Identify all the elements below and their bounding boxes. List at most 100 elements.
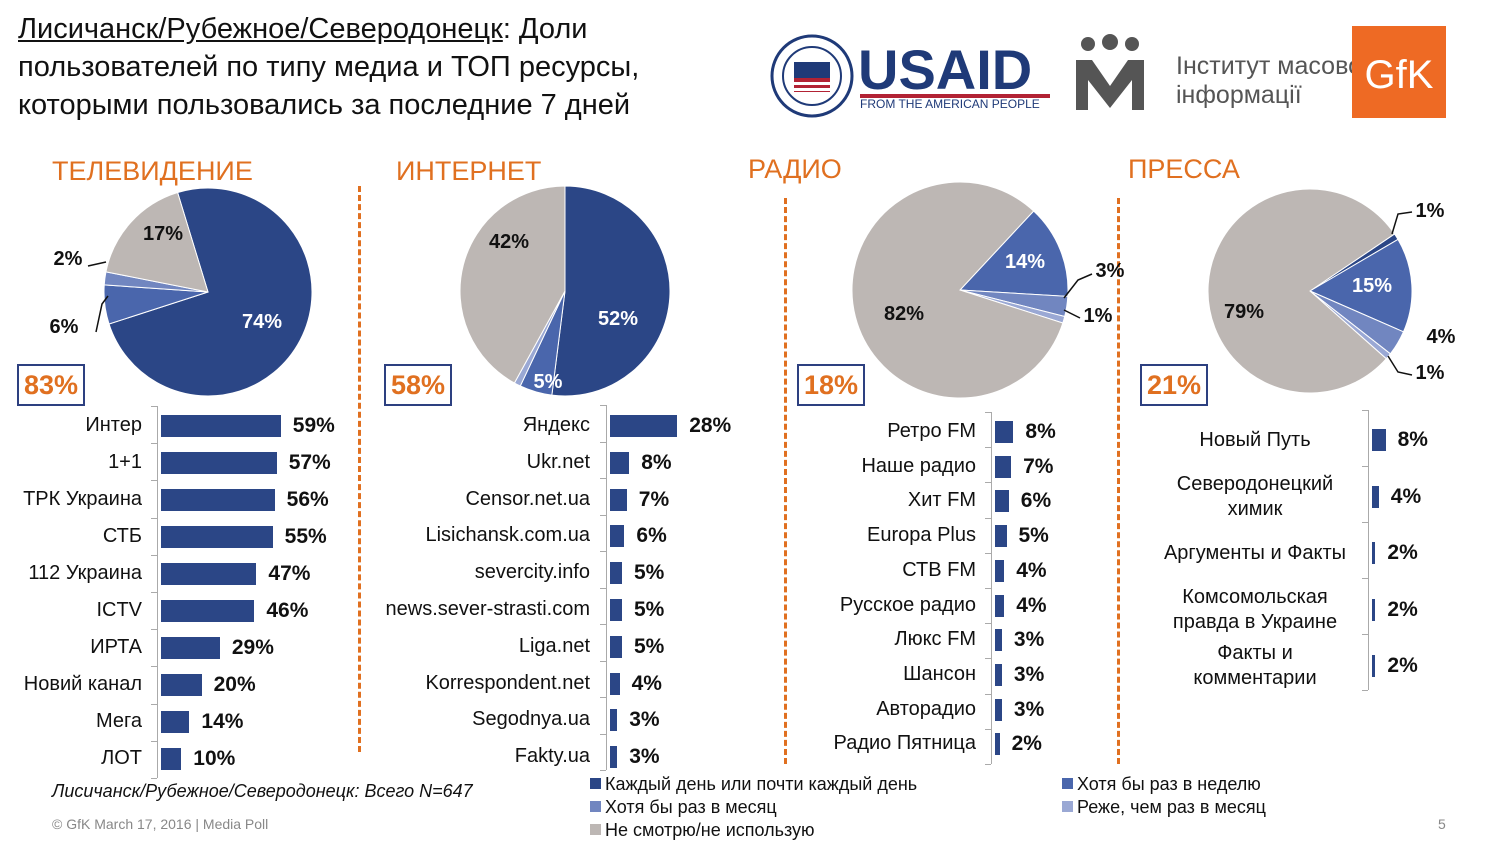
- pie-internet-slice-never: [459, 185, 566, 384]
- bar-value-label-radio: 3%: [1013, 628, 1045, 652]
- bar-tick-press: [1362, 578, 1368, 579]
- bar-category-label-tv: Интер: [85, 414, 142, 436]
- pie-internet: [459, 185, 671, 397]
- bar-value-label-press: 8%: [1397, 428, 1428, 451]
- legend-swatch-rarely: [1062, 800, 1073, 812]
- pie-press-label-monthly: 4%: [1427, 326, 1456, 348]
- bar-internet: [610, 562, 622, 585]
- legend-label-rarely: Реже, чем раз в месяц: [1077, 797, 1266, 817]
- legend-label-never: Не смотрю/не использую: [605, 820, 815, 840]
- bar-value-label-radio: 3%: [1013, 662, 1045, 686]
- bar-tick-tv: [151, 592, 157, 593]
- legend-item-never: Не смотрю/не использую: [590, 820, 815, 841]
- bar-tick-internet: [600, 660, 606, 662]
- divider-3: [1117, 198, 1120, 764]
- bar-radio: [995, 629, 1002, 652]
- bar-press: [1372, 485, 1379, 508]
- bar-tick-radio: [985, 517, 991, 519]
- bar-tick-radio: [985, 693, 991, 695]
- bar-tick-tv: [151, 517, 157, 519]
- bar-tv: [161, 415, 281, 437]
- bar-axis-tv: [157, 406, 158, 778]
- pie-internet-label-daily: 52%: [598, 308, 638, 330]
- bar-tick-tv: [151, 666, 157, 668]
- pie-tv-slice-never: [105, 191, 209, 293]
- bar-category-label-radio: Русское радио: [839, 593, 976, 616]
- bar-category-label-tv: Новий канал: [23, 673, 142, 695]
- pie-press-slice-never: [1207, 188, 1396, 394]
- bar-value-label-internet: 7%: [638, 487, 670, 511]
- bar-axis-radio: [991, 412, 992, 764]
- bar-category-label-radio: Наше радио: [861, 454, 976, 477]
- bar-tv: [161, 674, 202, 696]
- pie-radio: [851, 181, 1069, 399]
- bar-category-label-radio: Хит FM: [907, 489, 976, 512]
- bar-tv: [161, 637, 220, 659]
- section-title-tv: ТЕЛЕВИДЕНИЕ: [52, 156, 253, 186]
- bar-category-label-internet: severcity.info: [474, 561, 590, 584]
- bar-tick-internet: [600, 624, 606, 625]
- bar-tick-radio: [985, 552, 991, 554]
- bar-tick-internet: [600, 514, 606, 516]
- bar-value-label-internet: 5%: [634, 561, 665, 585]
- bar-category-label-radio: Шансон: [903, 662, 976, 685]
- bar-category-label-radio: Радио Пятница: [833, 732, 976, 755]
- bar-radio: [995, 421, 1014, 443]
- bar-tick-radio: [985, 412, 991, 413]
- bar-tick-press: [1362, 634, 1368, 635]
- usaid-wordmark: USAID: [858, 38, 1032, 101]
- bar-value-label-internet: 28%: [689, 414, 732, 437]
- bar-category-label-tv: ТРК Украина: [23, 488, 142, 510]
- legend-label-daily: Каждый день или почти каждый день: [605, 774, 918, 794]
- bar-category-label-press: Факты и комментарии: [1193, 642, 1317, 689]
- bar-radio: [995, 663, 1002, 686]
- bar-tick-tv: [151, 406, 157, 407]
- bar-value-label-radio: 6%: [1020, 489, 1052, 513]
- bar-value-label-internet: 4%: [631, 671, 662, 695]
- bar-tick-internet: [600, 551, 606, 552]
- bar-internet: [610, 451, 630, 474]
- bar-category-label-radio: СТВ FM: [902, 558, 976, 581]
- bar-value-label-press: 4%: [1390, 484, 1422, 508]
- bar-category-label-internet: Ukr.net: [526, 450, 590, 473]
- bar-internet: [610, 635, 622, 658]
- bar-tick-internet: [600, 478, 606, 479]
- bar-category-label-tv: Мега: [96, 710, 142, 732]
- sample-note: Лисичанск/Рубежное/Северодонецк: Всего N…: [52, 781, 473, 801]
- bar-tick-press: [1362, 410, 1368, 411]
- page-title: Лисичанск/Рубежное/Северодонецк: Доли по…: [18, 10, 758, 124]
- bar-tick-radio: [985, 728, 991, 730]
- legend-swatch-daily: [590, 777, 601, 789]
- bar-internet: [610, 746, 618, 769]
- bar-tick-internet: [600, 405, 606, 406]
- bar-category-label-press: Северодонецкий химик: [1176, 472, 1334, 520]
- bar-value-label-tv: 55%: [284, 525, 327, 548]
- pie-internet-label-never: 42%: [489, 231, 529, 253]
- bar-category-label-tv: 112 Украина: [28, 562, 142, 584]
- bar-category-label-internet: Korrespondent.net: [425, 671, 590, 694]
- bar-tick-tv: [151, 480, 157, 482]
- pie-press-label-weekly: 15%: [1352, 275, 1392, 297]
- gfk-wordmark: GfK: [1365, 53, 1434, 97]
- bar-category-label-internet: Censor.net.ua: [465, 487, 590, 510]
- bar-value-label-tv: 47%: [268, 562, 311, 585]
- bar-tick-tv: [151, 740, 157, 742]
- bar-tick-press: [1362, 690, 1368, 691]
- total-box-tv: 83%: [17, 364, 85, 406]
- bar-tv: [161, 489, 275, 511]
- pie-press-label-never: 79%: [1224, 301, 1264, 323]
- bar-radio: [995, 698, 1002, 721]
- legend-label-weekly: Хотя бы раз в неделю: [1077, 774, 1261, 794]
- pie-tv: [103, 187, 313, 397]
- pie-radio-slice-never: [851, 181, 1064, 399]
- legend-item-monthly: Хотя бы раз в месяц: [590, 797, 777, 818]
- bar-category-label-press: Аргументы и Факты: [1163, 541, 1347, 564]
- bar-value-label-internet: 3%: [629, 708, 660, 732]
- title-rest: : Доли пользователей по типу медиа и ТОП…: [18, 13, 640, 121]
- bar-tv: [161, 748, 182, 770]
- bar-tick-tv: [151, 554, 157, 556]
- bar-value-label-tv: 14%: [201, 710, 244, 733]
- bar-tick-radio: [985, 447, 991, 449]
- total-box-internet: 58%: [384, 364, 452, 406]
- pie-tv-label-daily: 74%: [242, 311, 282, 333]
